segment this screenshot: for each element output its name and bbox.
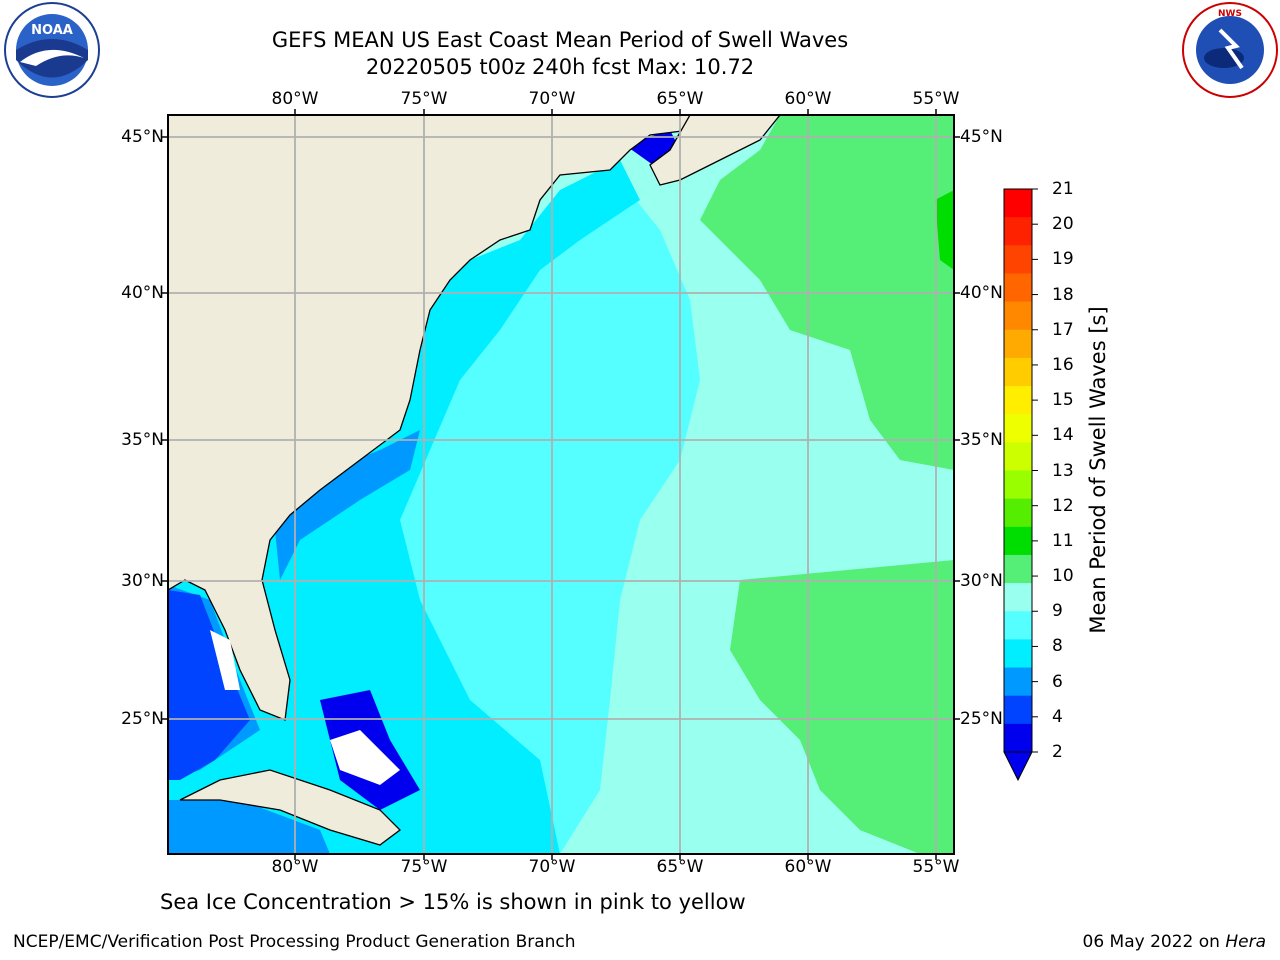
colorbar-tick-label: 21 xyxy=(1052,179,1074,199)
lat-label-right-25n: 25°N xyxy=(960,709,1003,729)
colorbar-tick-label: 13 xyxy=(1052,460,1074,481)
colorbar-tick-label: 9 xyxy=(1052,601,1063,622)
colorbar-tick-label: 15 xyxy=(1052,390,1074,411)
footer-date: 06 May 2022 on Hera xyxy=(1083,932,1267,952)
colorbar-tick-label: 16 xyxy=(1052,354,1074,375)
footer-date-text: 06 May 2022 on xyxy=(1082,932,1226,952)
lat-label-right-30n: 30°N xyxy=(960,571,1003,591)
lat-label-right-35n: 35°N xyxy=(960,430,1003,450)
colorbar-tick-label: 11 xyxy=(1052,530,1074,551)
lat-label-left-35n: 35°N xyxy=(121,430,164,450)
colorbar-segment xyxy=(1004,386,1032,415)
colorbar-tick-label: 4 xyxy=(1052,706,1063,727)
colorbar-segment xyxy=(1004,639,1032,669)
sea-ice-note: Sea Ice Concentration > 15% is shown in … xyxy=(160,890,746,914)
colorbar-tick-label: 8 xyxy=(1052,636,1063,657)
colorbar xyxy=(1003,188,1038,782)
ocean-9-10s-south xyxy=(730,560,954,854)
graticule xyxy=(168,115,954,854)
colorbar-segment xyxy=(1004,329,1032,359)
lon-label-top-70w: 70°W xyxy=(528,89,576,109)
lon-label-bottom-65w: 65°W xyxy=(656,857,704,877)
noaa-logo-text: NOAA xyxy=(31,23,73,38)
lon-label-top-75w: 75°W xyxy=(400,89,448,109)
cuba-landmass xyxy=(179,769,401,846)
ocean-10-11s xyxy=(935,190,954,270)
colorbar-segment xyxy=(1004,526,1032,556)
carolina-2-4s xyxy=(270,430,420,580)
colorbar-tick-label: 6 xyxy=(1052,671,1063,692)
us-landmass xyxy=(168,115,691,721)
lon-label-bottom-55w: 55°W xyxy=(912,857,960,877)
colorbar-tick-label: 18 xyxy=(1052,284,1074,305)
colorbar-segment xyxy=(1004,414,1032,443)
colorbar-segment xyxy=(1004,667,1032,697)
colorbar-label: Mean Period of Swell Waves [s] xyxy=(1086,306,1110,634)
noaa-logo-icon: NOAA xyxy=(4,2,100,98)
lat-label-right-40n: 40°N xyxy=(960,283,1003,303)
chart-title: GEFS MEAN US East Coast Mean Period of S… xyxy=(271,28,849,52)
chart-subtitle: 20220505 t00z 240h fcst Max: 10.72 xyxy=(365,55,755,79)
colorbar-tick-label: 10 xyxy=(1052,566,1074,587)
colorbar-segment xyxy=(1004,583,1032,612)
colorbar-segment xyxy=(1004,554,1032,584)
colorbar-segment xyxy=(1004,442,1032,471)
lon-label-top-55w: 55°W xyxy=(912,89,960,109)
svg-text:NWS: NWS xyxy=(1218,9,1242,19)
lat-label-left-30n: 30°N xyxy=(121,571,164,591)
florida-shelf xyxy=(210,630,240,690)
footer-host: Hera xyxy=(1225,932,1266,952)
colorbar-under-arrow xyxy=(1003,751,1033,782)
colorbar-segment xyxy=(1004,245,1032,274)
colorbar-segment xyxy=(1004,470,1032,500)
colorbar-segment xyxy=(1004,723,1032,753)
colorbar-segment xyxy=(1004,301,1032,331)
caribbean-2-4s xyxy=(168,800,330,854)
lat-label-right-45n: 45°N xyxy=(960,127,1003,147)
lon-label-bottom-60w: 60°W xyxy=(784,857,832,877)
colorbar-tick-label: 2 xyxy=(1052,742,1063,762)
colorbar-tick-label: 12 xyxy=(1052,495,1074,516)
colorbar-segment xyxy=(1004,273,1032,303)
bahamas-bank xyxy=(330,730,400,785)
gulf-under-2s xyxy=(168,590,250,780)
map-frame xyxy=(167,114,955,855)
nws-logo-icon: NWS xyxy=(1182,2,1278,98)
colorbar-segment xyxy=(1004,498,1032,528)
lon-label-bottom-80w: 80°W xyxy=(271,857,319,877)
colorbar-segment xyxy=(1004,217,1032,246)
colorbar-segment xyxy=(1004,357,1032,387)
lat-label-left-40n: 40°N xyxy=(121,283,164,303)
colorbar-tick-label: 17 xyxy=(1052,319,1074,340)
lat-label-left-25n: 25°N xyxy=(121,709,164,729)
lon-label-top-65w: 65°W xyxy=(656,89,704,109)
lat-label-left-45n: 45°N xyxy=(121,127,164,147)
footer-branch: NCEP/EMC/Verification Post Processing Pr… xyxy=(13,932,576,952)
colorbar-tick-label: 14 xyxy=(1052,425,1074,446)
colorbar-tick-label: 19 xyxy=(1052,249,1074,270)
lon-label-top-80w: 80°W xyxy=(271,89,319,109)
colorbar-segment xyxy=(1004,189,1032,218)
colorbar-segment xyxy=(1004,611,1032,640)
colorbar-tick-label: 20 xyxy=(1052,214,1074,235)
lon-label-bottom-70w: 70°W xyxy=(528,857,576,877)
axis-ticks xyxy=(162,109,960,860)
lon-label-bottom-75w: 75°W xyxy=(400,857,448,877)
lon-label-top-60w: 60°W xyxy=(784,89,832,109)
colorbar-segment xyxy=(1004,695,1032,725)
